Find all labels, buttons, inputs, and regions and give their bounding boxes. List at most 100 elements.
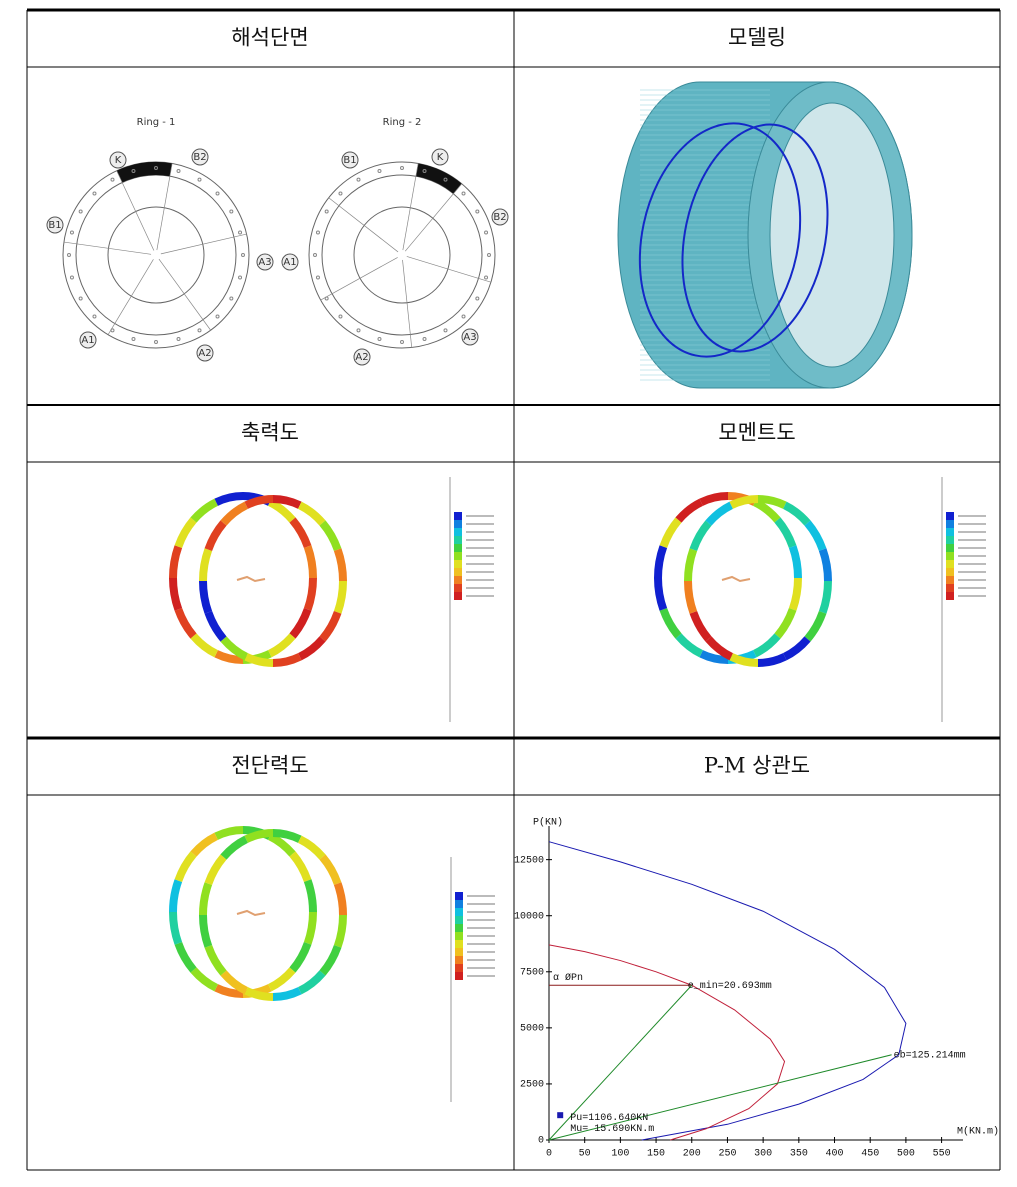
ring-segment: [214, 826, 244, 840]
label-circle: [341, 151, 359, 169]
design-point: [557, 1112, 564, 1119]
annotation: Mu= 15.690KN.m: [570, 1124, 654, 1135]
ring-segment: [244, 829, 274, 843]
legend-swatch: [946, 552, 954, 560]
x-tick-label: 50: [579, 1149, 591, 1160]
ring-segment: [659, 517, 682, 549]
legend-swatch: [454, 512, 462, 520]
ring-segment: [272, 495, 302, 509]
bolt: [92, 314, 97, 319]
y-axis-label: P(KN): [533, 817, 563, 829]
ring-segment: [289, 941, 312, 973]
bolt: [443, 328, 448, 333]
legend-swatch: [455, 916, 463, 924]
legend-swatch: [946, 584, 954, 592]
series-line: [548, 841, 907, 1141]
ring-segment: [774, 517, 797, 549]
debris: [721, 575, 751, 583]
legend-swatch: [455, 900, 463, 908]
bolt: [400, 166, 404, 170]
bolt: [197, 177, 202, 182]
ring-segment: [333, 882, 347, 916]
ring-segment: [303, 879, 317, 913]
ring-segment: [204, 944, 227, 976]
mesh: [640, 89, 770, 381]
annotation: e_min=20.693mm: [688, 980, 772, 992]
y-tick-label: 12500: [514, 855, 544, 866]
joint-line: [328, 197, 399, 253]
contour-plots: [169, 477, 986, 1102]
label-circle: [191, 148, 209, 166]
ring-segment: [220, 835, 249, 860]
ring-segment: [333, 580, 347, 614]
ring-segment: [319, 944, 342, 976]
ring-segment: [705, 501, 734, 526]
segment-label: B1: [343, 155, 356, 166]
legend-swatch: [946, 536, 954, 544]
joint-line: [158, 258, 211, 331]
ring-segment: [319, 610, 342, 642]
ring-segment: [297, 636, 326, 661]
bolt: [215, 191, 220, 196]
segment-label: B2: [193, 152, 206, 163]
ring-segment: [684, 580, 698, 614]
bolt: [475, 296, 480, 301]
label-circle: [79, 331, 97, 349]
bolt: [215, 314, 220, 319]
legend-swatch: [946, 592, 954, 600]
label-circle: [353, 348, 371, 366]
ring-segment: [729, 495, 759, 509]
ring-segment: [272, 829, 302, 843]
y-tick-label: 7500: [520, 967, 544, 978]
label-circle: [196, 344, 214, 362]
joint-line: [404, 183, 463, 252]
ring-inner: [107, 206, 205, 304]
legend-swatch: [455, 956, 463, 964]
x-tick-label: 150: [647, 1149, 665, 1160]
legend-swatch: [946, 576, 954, 584]
ring-segment: [804, 610, 827, 642]
ring-mid: [75, 174, 237, 336]
key-segment: [415, 163, 462, 194]
x-tick-label: 100: [611, 1149, 629, 1160]
ring-segment: [782, 501, 811, 526]
pm-chart: 0 2500 5000 7500 10000 12500 0 50 100 150 200 250 30…: [514, 817, 999, 1160]
bolt: [176, 168, 181, 173]
section-drawing: Ring - 1 K B2 B1 A3 A1 A2 Ring - 2 B1 K B2 A1 A2 A3: [46, 117, 509, 366]
ring-title: Ring - 2: [383, 117, 422, 128]
ring-segment: [244, 653, 274, 667]
segment-label: A3: [463, 332, 476, 343]
ring-segment: [333, 548, 347, 582]
segment-label: B2: [493, 212, 506, 223]
ring-segment: [689, 520, 712, 552]
joint-line: [116, 170, 155, 251]
cell-header: 모멘트도: [718, 421, 795, 445]
label-circle: [431, 148, 449, 166]
bolt: [461, 314, 466, 319]
bolt: [484, 230, 489, 235]
legend-swatch: [454, 544, 462, 552]
ring-segment: [675, 633, 704, 658]
legend-swatch: [454, 528, 462, 536]
x-tick-label: 0: [546, 1149, 552, 1160]
x-tick-label: 350: [790, 1149, 808, 1160]
bolt: [154, 340, 158, 344]
cell-header: 전단력도: [231, 754, 308, 778]
front-hole: [769, 102, 895, 368]
bolt: [377, 337, 382, 342]
label-circle: [109, 151, 127, 169]
bolt: [324, 296, 329, 301]
joint-line: [406, 256, 492, 283]
cell-header: 해석단면: [231, 26, 308, 50]
legend-swatch: [946, 568, 954, 576]
ring-segment: [804, 520, 827, 552]
ring-segment: [272, 653, 302, 667]
legend-swatch: [946, 560, 954, 568]
bolt: [487, 253, 491, 257]
x-tick-label: 550: [933, 1149, 951, 1160]
series-line: [548, 984, 693, 1141]
bolt: [484, 275, 489, 280]
ring-segment: [169, 879, 183, 913]
ring-segment: [190, 832, 219, 857]
